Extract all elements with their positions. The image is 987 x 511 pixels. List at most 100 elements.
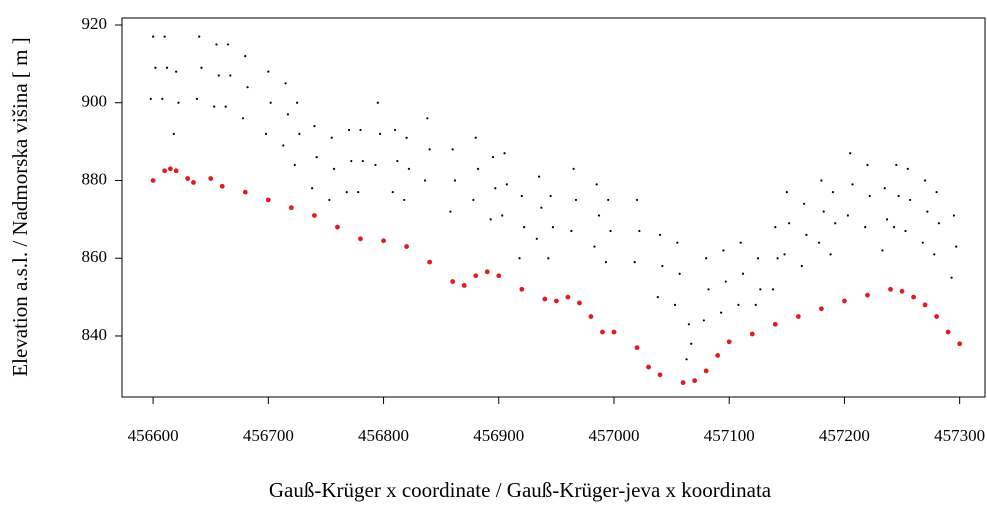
canopy-point — [393, 128, 397, 132]
ground-point — [450, 279, 456, 284]
ground-point — [288, 205, 294, 211]
x-axis-label: Gauß-Krüger x coordinate / Gauß-Krüger-j… — [269, 478, 772, 502]
ground-point — [795, 314, 801, 319]
ground-point — [577, 300, 582, 306]
y-tick-label: 880 — [82, 169, 108, 188]
ground-point — [703, 368, 709, 374]
ground-point — [888, 286, 893, 292]
canopy-point — [246, 86, 249, 89]
canopy-point — [774, 226, 777, 229]
ground-point — [496, 273, 502, 279]
canopy-point — [332, 167, 336, 170]
canopy-point — [224, 105, 227, 108]
canopy-point — [909, 198, 912, 202]
canopy-point — [359, 128, 362, 132]
ground-point — [865, 292, 870, 298]
canopy-point — [229, 74, 232, 77]
canopy-point — [476, 167, 480, 170]
canopy-point — [676, 241, 679, 244]
canopy-point — [286, 113, 290, 116]
canopy-point — [376, 101, 379, 104]
canopy-point — [549, 194, 552, 198]
ground-point — [542, 296, 548, 302]
canopy-point — [313, 124, 316, 128]
ground-point — [945, 329, 951, 335]
ground-point — [381, 238, 386, 244]
plot-frame — [121, 17, 986, 398]
canopy-point — [198, 35, 201, 38]
ground-point — [427, 259, 433, 265]
canopy-point — [172, 132, 175, 135]
x-tick-label: 456700 — [243, 426, 294, 445]
y-tick-label: 840 — [82, 325, 108, 344]
canopy-point — [685, 358, 688, 361]
canopy-point — [357, 191, 360, 194]
canopy-point — [403, 198, 406, 202]
canopy-point — [503, 152, 506, 155]
ground-point — [772, 321, 778, 327]
canopy-point — [923, 179, 927, 182]
canopy-point — [593, 245, 596, 248]
canopy-point — [722, 249, 725, 252]
canopy-point — [705, 257, 708, 260]
canopy-point — [687, 323, 690, 326]
canopy-point — [817, 241, 821, 244]
canopy-point — [955, 245, 958, 248]
y-tick-label: 900 — [82, 92, 108, 111]
canopy-point — [407, 167, 410, 170]
canopy-point — [656, 295, 659, 299]
canopy-point — [803, 202, 806, 205]
canopy-point — [244, 54, 247, 58]
canopy-point — [345, 191, 348, 194]
canopy-point — [849, 152, 852, 155]
canopy-point — [926, 210, 929, 213]
ground-point — [219, 183, 225, 189]
canopy-point — [217, 74, 220, 77]
canopy-point — [678, 272, 681, 275]
canopy-point — [215, 43, 218, 46]
canopy-point — [405, 136, 408, 139]
ground-point — [934, 314, 940, 319]
canopy-point — [241, 117, 245, 120]
canopy-point — [226, 43, 230, 46]
x-tick-label: 457000 — [588, 426, 639, 445]
ground-point — [358, 236, 363, 242]
canopy-point — [391, 191, 394, 194]
canopy-point — [739, 241, 742, 244]
canopy-point — [633, 261, 636, 264]
canopy-point — [658, 233, 662, 237]
canopy-point — [396, 159, 399, 163]
canopy-point — [921, 241, 924, 244]
ground-point — [404, 244, 409, 249]
canopy-point — [820, 179, 823, 182]
canopy-point — [267, 70, 270, 73]
canopy-point — [724, 280, 727, 283]
canopy-point — [347, 128, 351, 132]
canopy-point — [834, 222, 837, 225]
canopy-point — [933, 253, 936, 256]
ground-point — [565, 294, 571, 300]
canopy-point — [200, 66, 203, 69]
canopy-point — [952, 214, 955, 217]
ground-point — [461, 283, 467, 288]
canopy-point — [518, 257, 521, 260]
ground-point — [715, 353, 721, 358]
canopy-point — [661, 264, 664, 268]
ground-point — [726, 339, 732, 345]
ground-point — [692, 378, 698, 384]
canopy-point — [163, 35, 166, 38]
canopy-point — [885, 218, 889, 221]
canopy-point — [269, 101, 272, 104]
y-axis-label: Elevation a.s.l. / Nadmorska višina [ m … — [8, 37, 32, 376]
canopy-point — [423, 179, 427, 182]
canopy-point — [935, 191, 938, 194]
ground-point — [818, 306, 824, 312]
canopy-point — [800, 264, 803, 268]
canopy-point — [950, 276, 953, 279]
canopy-point — [754, 303, 757, 306]
canopy-point — [788, 222, 791, 225]
ground-point — [957, 341, 963, 347]
ground-point — [173, 168, 179, 174]
ground-point — [911, 294, 916, 300]
